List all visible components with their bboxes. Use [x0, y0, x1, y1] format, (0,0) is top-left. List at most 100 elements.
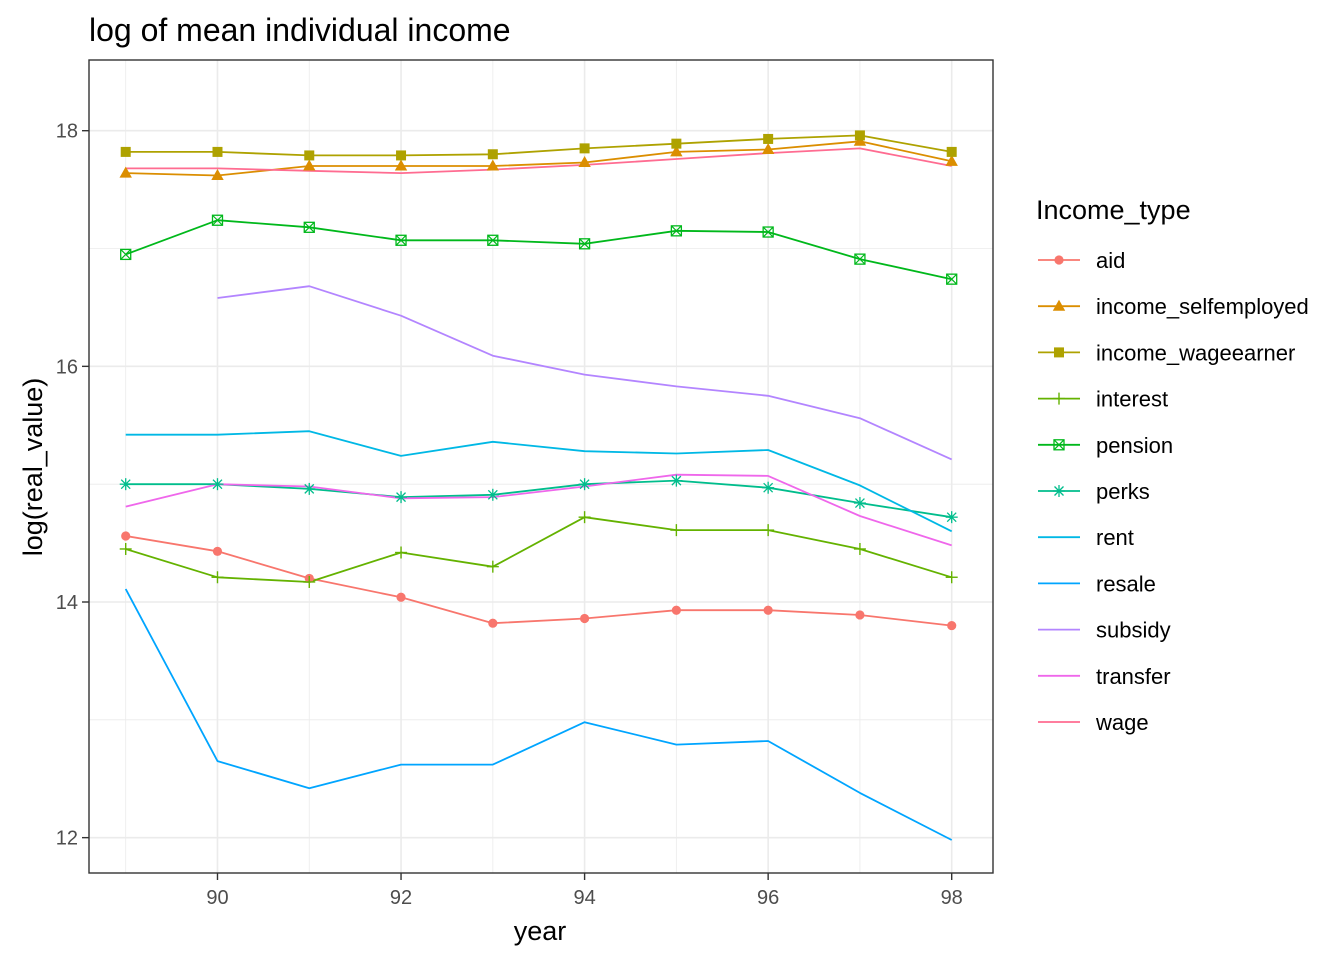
point-pension [762, 226, 774, 238]
point-pension [854, 253, 866, 265]
y-axis-title: log(real_value) [18, 378, 48, 557]
point-interest [395, 546, 408, 559]
y-tick-label: 12 [56, 828, 78, 850]
legend-item-income_selfemployed: income_selfemployed [1038, 294, 1309, 319]
gridlines [89, 60, 993, 873]
point-aid [396, 592, 406, 602]
legend-item-subsidy: subsidy [1038, 618, 1171, 643]
legend-label: wage [1095, 710, 1149, 735]
point-income_wageearner [396, 150, 407, 161]
point-aid [579, 613, 590, 624]
point-income_wageearner [671, 138, 682, 149]
point-income_selfemployed [670, 145, 683, 157]
point-aid [763, 605, 773, 615]
point-interest [853, 542, 866, 555]
legend-title: Income_type [1036, 195, 1191, 225]
point-perks [303, 482, 316, 495]
legend-label: interest [1096, 387, 1168, 412]
y-tick-label: 18 [56, 121, 78, 143]
point-income_selfemployed [945, 154, 958, 166]
legend-key-marker [1054, 347, 1064, 358]
point-interest [303, 575, 316, 588]
legend-item-interest: interest [1038, 387, 1168, 412]
legend-item-wage: wage [1038, 710, 1149, 735]
point-income_selfemployed [394, 159, 408, 171]
point-income_selfemployed [211, 168, 224, 180]
point-income_selfemployed [303, 159, 316, 171]
point-perks [945, 511, 958, 524]
point-aid [121, 531, 131, 541]
point-income_wageearner [854, 130, 865, 141]
point-perks [670, 474, 683, 487]
point-income_wageearner [487, 149, 498, 160]
series-points [119, 130, 958, 631]
y-axis: 12 14 16 18 [56, 121, 89, 850]
point-pension [395, 234, 407, 246]
legend: Income_type aid income_selfemployedincome… [1036, 195, 1309, 735]
x-axis-title: year [514, 916, 567, 946]
series-line-interest [125, 516, 952, 583]
x-axis: 90 92 94 96 98 [206, 873, 963, 909]
point-aid [855, 610, 865, 620]
legend-label: income_wageearner [1096, 340, 1295, 365]
legend-key-marker [1053, 439, 1065, 451]
point-interest [762, 524, 775, 537]
point-perks [762, 481, 775, 494]
point-perks [853, 497, 866, 510]
chart-title: log of mean individual income [89, 12, 511, 48]
point-income_wageearner [579, 143, 590, 154]
legend-key-marker [1054, 255, 1064, 265]
legend-label: subsidy [1096, 618, 1171, 643]
point-aid [947, 620, 957, 631]
point-income_wageearner [763, 133, 774, 144]
point-pension [303, 221, 315, 233]
series-line-transfer [125, 473, 952, 547]
point-income_selfemployed [119, 166, 132, 178]
point-interest [486, 560, 499, 573]
series-line-income_wageearner [125, 134, 952, 157]
point-perks [211, 478, 224, 491]
series-line-rent [125, 430, 953, 533]
point-perks [119, 478, 132, 491]
x-tick-label: 94 [573, 887, 595, 909]
legend-label: transfer [1096, 664, 1171, 689]
point-pension [120, 248, 132, 261]
point-pension [670, 225, 683, 237]
legend-label: aid [1096, 248, 1125, 273]
legend-item-rent: rent [1038, 525, 1134, 550]
point-interest [670, 524, 683, 537]
point-pension [578, 238, 591, 250]
x-tick-label: 98 [941, 887, 963, 909]
plot-panel [89, 60, 993, 873]
point-aid [671, 605, 681, 615]
y-tick-label: 14 [56, 592, 78, 614]
legend-item-pension: pension [1038, 433, 1173, 458]
legend-label: rent [1096, 525, 1134, 550]
y-tick-label: 16 [56, 356, 78, 378]
point-pension [946, 273, 958, 285]
point-income_wageearner [946, 146, 957, 157]
point-income_selfemployed [578, 156, 591, 168]
point-aid [212, 546, 223, 556]
legend-label: resale [1096, 571, 1156, 596]
point-perks [395, 491, 408, 504]
point-income_wageearner [304, 150, 315, 161]
legend-key-marker [1053, 392, 1065, 405]
legend-key-marker [1053, 485, 1065, 497]
legend-label: pension [1096, 433, 1173, 458]
series-line-subsidy [217, 285, 953, 461]
point-pension [487, 234, 499, 246]
series-line-pension [125, 219, 952, 281]
series-lines [124, 134, 953, 841]
plot-border [88, 59, 994, 874]
point-pension [211, 214, 224, 226]
legend-label: income_selfemployed [1096, 294, 1309, 319]
legend-key-marker [1052, 299, 1066, 311]
point-interest [578, 511, 591, 524]
legend-label: perks [1096, 479, 1150, 504]
point-interest [211, 571, 224, 584]
legend-item-transfer: transfer [1038, 664, 1171, 689]
point-income_selfemployed [486, 159, 500, 171]
point-income_selfemployed [761, 143, 775, 155]
